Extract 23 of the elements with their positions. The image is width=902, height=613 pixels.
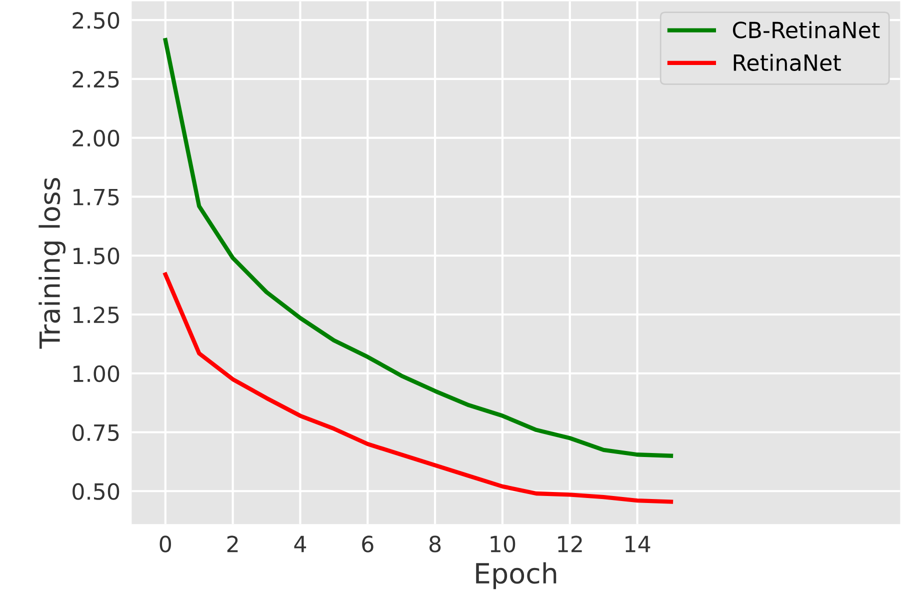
x-tick-label: 8	[429, 536, 441, 552]
y-tick-label: 2.50	[72, 12, 120, 29]
y-tick-label: 0.75	[72, 424, 119, 442]
x-tick-label: 14	[626, 536, 650, 552]
x-tick-label: 0	[160, 536, 171, 552]
y-tick-label: 2.25	[72, 70, 119, 88]
y-tick-label: 0.50	[72, 483, 120, 500]
x-tick-label: 2	[227, 536, 238, 552]
x-tick-label: 12	[558, 536, 582, 552]
x-tick-label: 10	[490, 536, 516, 552]
legend-label: CB-RetinaNet	[732, 21, 880, 38]
line-series	[163, 38, 674, 458]
x-axis-title: Epoch	[476, 562, 556, 590]
y-axis-title: Training loss	[38, 178, 66, 349]
x-tick-label: 6	[362, 536, 374, 552]
y-tick-label: 1.00	[74, 365, 120, 382]
line-series	[163, 272, 674, 504]
legend-label: RetinaNet	[734, 54, 841, 72]
y-tick-label: 1.50	[74, 248, 120, 264]
y-tick-label: 1.75	[74, 188, 119, 206]
x-tick-label: 4	[294, 536, 306, 552]
y-tick-label: 1.25	[74, 306, 119, 324]
y-tick-label: 2.00	[72, 130, 120, 147]
